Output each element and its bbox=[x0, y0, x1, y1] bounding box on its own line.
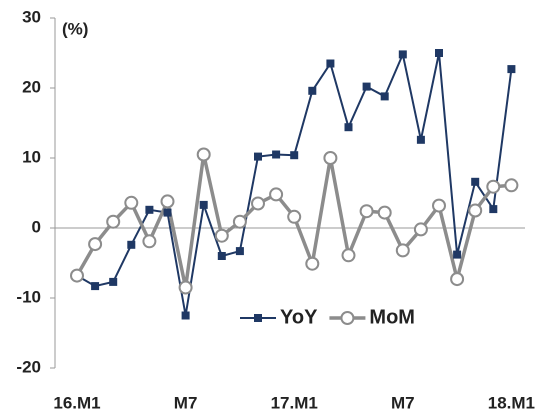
marker bbox=[453, 250, 462, 259]
marker bbox=[489, 205, 498, 214]
marker bbox=[254, 152, 262, 161]
y-tick-label: -10 bbox=[16, 287, 41, 306]
marker bbox=[471, 177, 480, 186]
marker bbox=[377, 205, 392, 220]
marker bbox=[109, 277, 118, 286]
marker bbox=[432, 198, 446, 213]
marker bbox=[507, 65, 516, 74]
marker bbox=[181, 311, 190, 320]
marker bbox=[344, 123, 353, 132]
marker bbox=[145, 205, 154, 214]
x-tick-label: 16.M1 bbox=[53, 393, 100, 412]
marker bbox=[70, 268, 84, 283]
marker bbox=[106, 214, 121, 229]
marker bbox=[124, 195, 139, 210]
y-tick-label: 30 bbox=[22, 7, 41, 26]
marker bbox=[504, 178, 519, 193]
x-tick-label: M7 bbox=[174, 393, 198, 412]
x-tick-label: 18.M1 bbox=[488, 393, 535, 412]
legend-marker bbox=[254, 314, 262, 322]
marker bbox=[486, 179, 501, 194]
marker bbox=[323, 151, 338, 165]
x-tick-label: M7 bbox=[391, 393, 415, 412]
marker bbox=[326, 59, 335, 68]
y-tick-label: 10 bbox=[22, 147, 41, 166]
y-tick-label: -20 bbox=[16, 357, 41, 376]
legend-marker bbox=[340, 311, 355, 325]
marker bbox=[232, 214, 247, 229]
marker bbox=[235, 247, 244, 256]
marker bbox=[468, 203, 483, 218]
marker bbox=[413, 222, 428, 237]
marker bbox=[91, 282, 100, 291]
marker bbox=[308, 86, 317, 95]
y-tick-label: 0 bbox=[32, 217, 41, 236]
marker bbox=[395, 243, 410, 258]
marker bbox=[435, 49, 443, 57]
marker bbox=[287, 209, 302, 224]
series-line bbox=[76, 51, 513, 316]
marker bbox=[272, 150, 281, 159]
marker bbox=[196, 147, 211, 162]
marker bbox=[341, 248, 356, 263]
unit-annotation: (%) bbox=[62, 19, 88, 38]
legend-label: YoY bbox=[280, 306, 318, 328]
marker bbox=[359, 204, 374, 219]
marker bbox=[251, 196, 265, 211]
y-tick-label: 20 bbox=[22, 77, 41, 96]
marker bbox=[416, 135, 425, 144]
marker bbox=[269, 187, 284, 202]
marker bbox=[163, 208, 172, 217]
marker bbox=[160, 194, 175, 209]
marker bbox=[362, 82, 371, 91]
x-tick-label: 17.M1 bbox=[271, 393, 318, 412]
marker bbox=[290, 151, 299, 160]
marker bbox=[142, 234, 157, 249]
marker bbox=[217, 252, 226, 260]
marker bbox=[450, 272, 465, 287]
marker bbox=[178, 280, 193, 295]
marker bbox=[380, 92, 389, 101]
legend-label: MoM bbox=[369, 306, 415, 328]
marker bbox=[398, 50, 407, 59]
marker bbox=[88, 237, 103, 252]
marker bbox=[127, 240, 136, 249]
marker bbox=[199, 200, 208, 209]
marker bbox=[214, 228, 229, 243]
marker bbox=[305, 256, 320, 271]
